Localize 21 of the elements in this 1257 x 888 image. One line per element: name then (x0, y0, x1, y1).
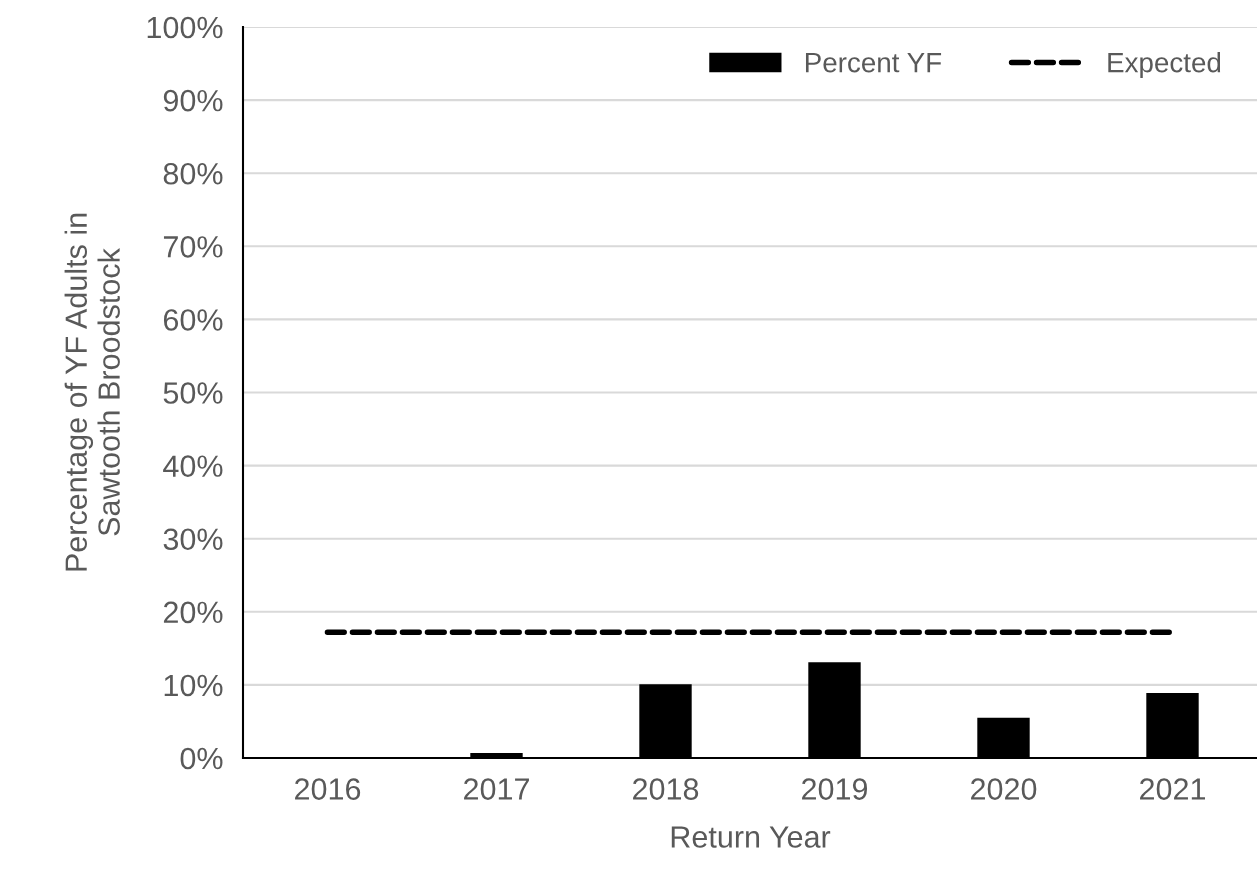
y-tick-label: 60% (163, 309, 223, 331)
y-tick-label: 10% (164, 674, 223, 697)
y-axis-title: Percentage of YF Adults in Sawtooth Broodstock (64, 213, 120, 571)
x-tick-label: 2016 (295, 778, 361, 800)
y-tick-label: 90% (163, 89, 223, 112)
y-tick-label: 100% (147, 16, 223, 39)
x-tick-label: 2017 (464, 778, 529, 800)
y-tick-label: 30% (163, 528, 223, 551)
y-tick-label: 40% (163, 455, 223, 477)
y-tick-label: 80% (163, 162, 223, 185)
x-tick-label: 2018 (633, 778, 699, 800)
x-axis-title: Return Year (671, 826, 831, 848)
y-tick-label: 50% (163, 382, 223, 404)
legend-label: Expected (1108, 52, 1221, 78)
y-tick-label: 70% (163, 236, 223, 258)
y-tick-label: 20% (163, 601, 223, 624)
legend-label: Percent YF (805, 53, 942, 73)
x-tick-label: 2021 (1140, 778, 1205, 800)
y-tick-label: 0% (180, 747, 223, 770)
x-tick-label: 2020 (971, 778, 1037, 800)
x-tick-label: 2019 (802, 778, 868, 800)
